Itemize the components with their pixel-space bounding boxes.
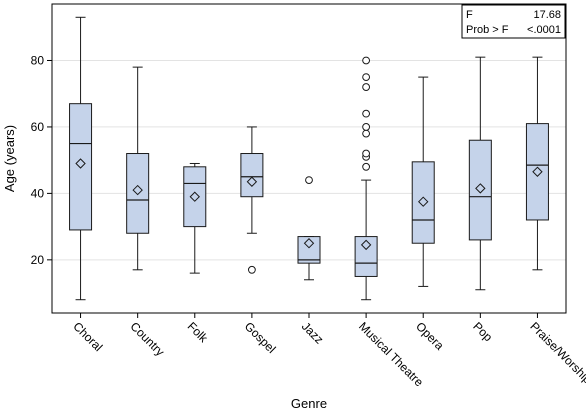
y-tick-label: 40 <box>31 186 45 200</box>
box-gospel <box>240 126 264 274</box>
inset-value: 17.68 <box>533 9 561 21</box>
box-group <box>69 16 549 301</box>
y-tick-label: 80 <box>31 53 45 67</box>
box-pop <box>468 56 492 291</box>
box-opera <box>411 76 435 287</box>
stats-inset: F 17.68 Prob > F <.0001 <box>461 4 566 39</box>
iqr-box <box>240 153 264 198</box>
outlier-point <box>362 73 371 81</box>
mean-marker <box>75 158 86 169</box>
box-folk <box>183 162 207 274</box>
outlier-point <box>362 109 371 118</box>
mean-marker <box>303 238 315 249</box>
y-axis: 20 40 60 80 <box>31 53 52 267</box>
mean-marker <box>189 191 200 202</box>
iqr-box <box>468 139 492 241</box>
iqr-box <box>354 236 378 277</box>
outlier-point <box>305 176 313 184</box>
y-tick-label: 60 <box>31 120 45 134</box>
iqr-box <box>183 166 207 228</box>
box-musical-theatre <box>354 56 378 301</box>
outlier-point <box>362 56 371 65</box>
mean-marker <box>532 166 543 177</box>
mean-marker <box>475 183 486 194</box>
inset-label: F <box>466 9 473 21</box>
iqr-box <box>126 153 150 234</box>
outlier-point <box>362 123 371 131</box>
outlier-point <box>362 129 371 138</box>
outlier-point <box>362 83 371 91</box>
mean-marker <box>418 196 429 207</box>
inset-value: <.0001 <box>527 24 561 36</box>
y-axis-label: Age (years) <box>2 125 17 192</box>
mean-marker <box>246 176 258 187</box>
iqr-box <box>297 236 321 264</box>
iqr-box <box>69 103 93 231</box>
box-praise-worship <box>525 56 549 271</box>
box-jazz <box>297 176 321 281</box>
y-tick-label: 20 <box>31 253 45 267</box>
iqr-box <box>525 123 549 221</box>
iqr-box <box>411 161 435 244</box>
mean-marker <box>132 184 143 196</box>
box-choral <box>69 16 93 301</box>
outlier-point <box>362 149 371 158</box>
x-axis-label: Genre <box>291 396 327 411</box>
mean-marker <box>360 239 372 251</box>
box-country <box>126 66 150 271</box>
inset-box <box>461 4 566 39</box>
outlier-point <box>247 265 256 274</box>
inset-label: Prob > F <box>466 24 509 36</box>
outlier-point <box>362 162 371 171</box>
